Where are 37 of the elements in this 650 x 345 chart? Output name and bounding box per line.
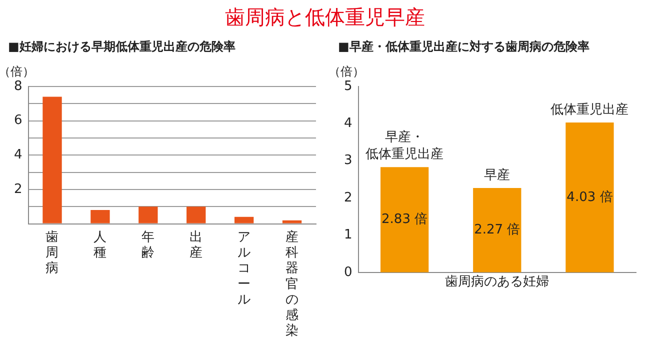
y-axis-title: （倍） xyxy=(328,64,364,79)
x-tick-label: 低体重児出産 xyxy=(550,101,629,118)
x-tick-label: 人種 xyxy=(94,230,107,261)
x-tick-label: 早産 xyxy=(484,166,510,183)
chart-title: 歯周病と低体重児早産 xyxy=(224,6,426,31)
data-label: 2.27 倍 xyxy=(474,222,520,238)
bar xyxy=(282,220,302,224)
y-tick-label: 8 xyxy=(14,78,22,94)
bar xyxy=(380,167,429,272)
x-tick-label: 早産・低体重児出産 xyxy=(366,129,444,162)
bar xyxy=(473,188,522,272)
y-tick-label: 4 xyxy=(14,147,22,162)
chart-subtitle: ■妊婦における早期低体重児出産の危険率 xyxy=(8,39,236,54)
x-tick-label: 出産 xyxy=(190,230,203,261)
x-tick-label: 年齢 xyxy=(142,230,155,261)
y-tick-label: 2 xyxy=(344,190,352,206)
y-tick-label: 3 xyxy=(344,153,352,168)
bar xyxy=(90,210,110,224)
data-label: 4.03 倍 xyxy=(566,190,613,205)
bar xyxy=(234,216,254,224)
y-axis-title: （倍） xyxy=(0,64,34,79)
y-tick-label: 1 xyxy=(344,228,352,243)
x-axis-title: 歯周病のある妊婦 xyxy=(445,274,550,290)
y-tick-label: 2 xyxy=(14,182,22,197)
bar xyxy=(42,96,62,224)
x-tick-label: 歯周病 xyxy=(46,230,59,276)
y-tick-label: 0 xyxy=(344,264,352,280)
bar xyxy=(566,122,614,272)
y-tick-label: 6 xyxy=(14,113,22,128)
y-tick-label: 4 xyxy=(344,116,352,131)
x-tick-label: アルコール xyxy=(238,230,251,308)
x-tick-label: 産科器官の感染 xyxy=(286,228,299,339)
chart-subtitle: ■早産・低体重児出産に対する歯周病の危険率 xyxy=(338,39,590,54)
bar xyxy=(138,206,158,224)
data-label: 2.83 倍 xyxy=(382,212,428,228)
bar xyxy=(186,206,206,224)
y-tick-label: 5 xyxy=(344,78,352,94)
